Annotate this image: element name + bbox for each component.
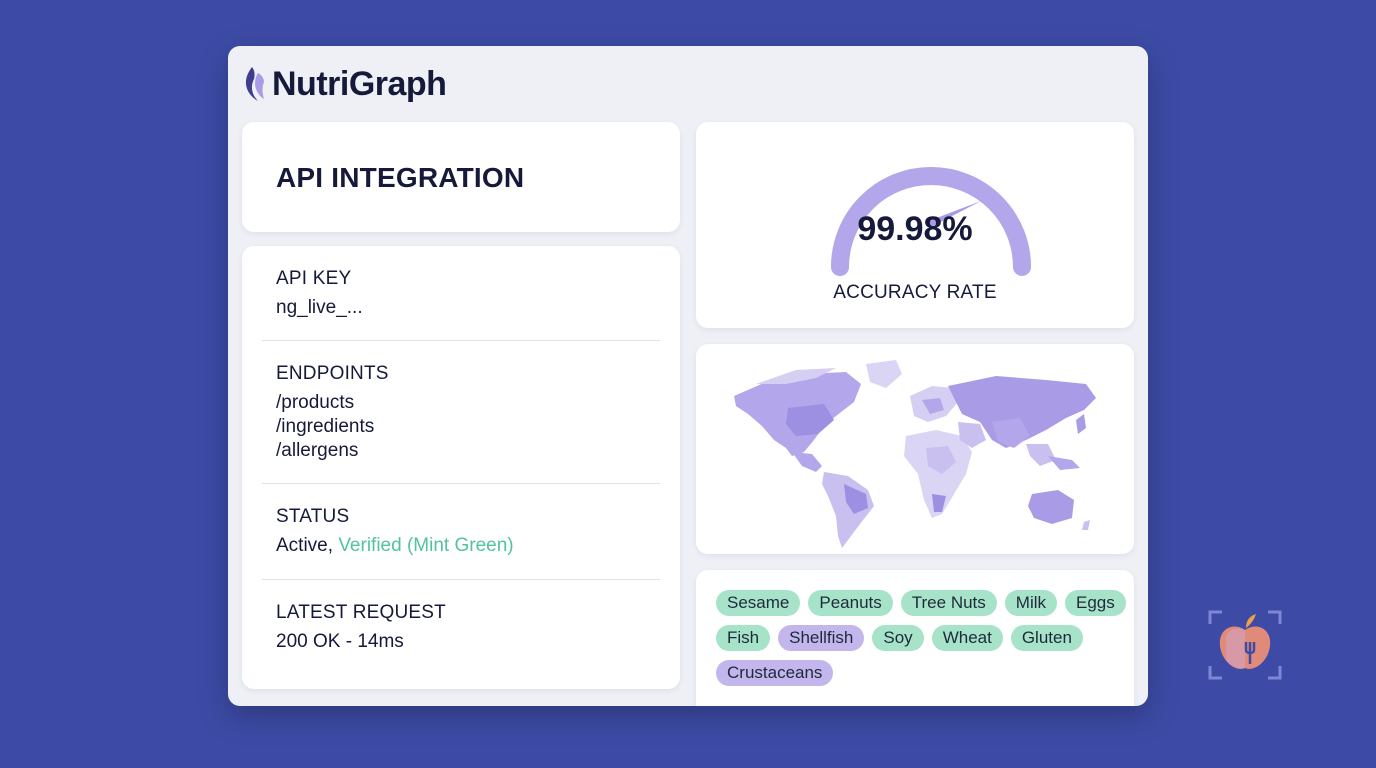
allergen-tag[interactable]: Crustaceans — [716, 660, 834, 686]
allergens-card: Sesame Peanuts Tree Nuts Milk Eggs Fish Shellf… — [696, 570, 1134, 706]
allergen-tags: Sesame Peanuts Tree Nuts Milk Eggs Fish Shellf… — [716, 590, 1126, 686]
allergen-tag[interactable]: Sesame — [716, 590, 801, 616]
divider — [262, 340, 660, 341]
allergen-tag[interactable]: Fish — [716, 625, 771, 651]
brand: NutriGraph — [242, 64, 447, 104]
allergen-tag[interactable]: Soy — [872, 625, 924, 651]
world-map — [734, 360, 1096, 548]
endpoint-item[interactable]: /products — [276, 392, 355, 413]
endpoints-label: ENDPOINTS — [276, 363, 389, 384]
status-verified-badge: Verified (Mint Green) — [338, 535, 514, 556]
accuracy-value: 99.98% — [857, 210, 973, 248]
allergen-tag[interactable]: Tree Nuts — [900, 590, 997, 616]
status-label: STATUS — [276, 506, 350, 527]
api-key-value[interactable]: ng_live_... — [276, 297, 363, 318]
allergen-tag[interactable]: Shellfish — [778, 625, 865, 651]
allergen-tag[interactable]: Wheat — [931, 625, 1003, 651]
latest-request-value: 200 OK - 14ms — [276, 631, 404, 652]
allergen-tag[interactable]: Gluten — [1010, 625, 1083, 651]
endpoint-item[interactable]: /ingredients — [276, 416, 375, 437]
title-card: API INTEGRATION — [242, 122, 680, 232]
divider — [262, 483, 660, 484]
flame-icon — [245, 67, 264, 101]
allergen-tag[interactable]: Peanuts — [808, 590, 893, 616]
accuracy-gauge — [831, 166, 1031, 276]
latest-request-label: LATEST REQUEST — [276, 602, 446, 623]
endpoint-item[interactable]: /allergens — [276, 440, 359, 461]
allergen-tag[interactable]: Milk — [1004, 590, 1057, 616]
accuracy-gauge-card: 99.98% ACCURACY RATE — [696, 122, 1134, 328]
status-active: Active, — [276, 535, 334, 556]
status-value: Active, Verified (Mint Green) — [276, 534, 660, 558]
api-key-label: API KEY — [276, 268, 352, 289]
gauge-needle — [926, 201, 981, 228]
brand-name: NutriGraph — [272, 64, 447, 103]
app-window: NutriGraph API INTEGRATION API KEY ng_li… — [228, 46, 1148, 706]
gauge-fill — [831, 166, 1031, 276]
status-section: STATUS Active, Verified (Mint Green) — [276, 506, 660, 558]
allergen-tag[interactable]: Eggs — [1065, 590, 1126, 616]
latest-request-section: LATEST REQUEST 200 OK - 14ms — [276, 602, 660, 654]
apple-fork-scan-icon — [1208, 610, 1282, 680]
world-map-card — [696, 344, 1134, 554]
endpoints-section: ENDPOINTS /products /ingredients /allerg… — [276, 363, 660, 463]
api-info-card: API KEY ng_live_... ENDPOINTS /products … — [242, 246, 680, 689]
page-title: API INTEGRATION — [276, 162, 525, 193]
accuracy-label: ACCURACY RATE — [833, 282, 997, 303]
api-key-section: API KEY ng_live_... — [276, 268, 660, 320]
divider — [262, 579, 660, 580]
